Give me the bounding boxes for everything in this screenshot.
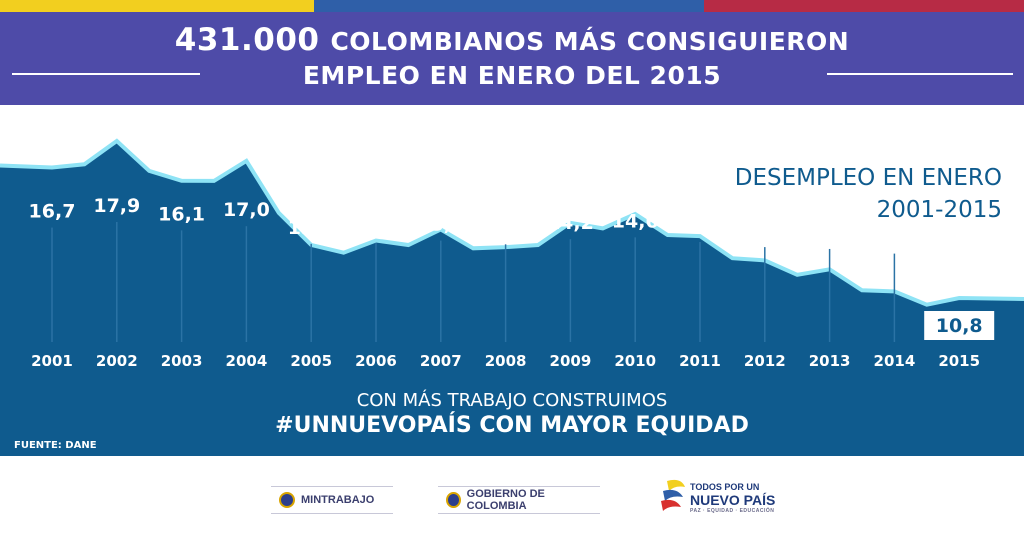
seal-icon	[279, 492, 295, 508]
drop-lines	[51, 222, 896, 342]
value-label-2009: 14,2	[547, 212, 594, 234]
year-labels: 2001 2002 2003 2004 2005 2006 2007 2008 2009 2010…	[31, 352, 980, 370]
header-rule-right	[827, 73, 1013, 75]
todos-por-un-nuevo-pais-logo-icon	[661, 479, 685, 511]
highlight-box-2015	[924, 311, 995, 340]
headline-text: COLOMBIANOS MÁS CONSIGUIERON	[330, 27, 850, 56]
value-label-2007: 13,9	[417, 214, 464, 236]
value-label-2014: 11,1	[871, 227, 918, 249]
value-label-2015: 10,8	[936, 315, 983, 337]
year-label-2008: 2008	[485, 352, 527, 370]
value-label-2002: 17,9	[93, 195, 140, 217]
strip-blue	[314, 0, 704, 12]
footer-line-1: CON MÁS TRABAJO CONSTRUIMOS	[356, 390, 668, 411]
year-label-2013: 2013	[809, 352, 851, 370]
value-label-2005: 13,2	[288, 217, 335, 239]
year-label-2007: 2007	[420, 352, 462, 370]
value-label-2008: 13,1	[482, 217, 529, 239]
footer-hashtag: #UNNUEVOPAÍS CON MAYOR EQUIDAD	[275, 413, 749, 438]
year-label-2009: 2009	[550, 352, 592, 370]
chart-subtitle: 2001-2015	[877, 197, 1002, 223]
gobierno-label: GOBIERNO DE COLOMBIA	[466, 488, 545, 512]
mintrabajo-logo: MINTRABAJO	[271, 486, 393, 514]
seal-icon	[446, 492, 461, 508]
unemployment-area	[0, 141, 1024, 378]
value-labels: 16,7 17,9 16,1 17,0 13,2 13,4 13,9 13,1 14,2 14,6…	[29, 195, 983, 337]
year-label-2015: 2015	[938, 352, 980, 370]
year-label-2004: 2004	[226, 352, 268, 370]
header-rule-left	[12, 73, 200, 75]
value-label-2006: 13,4	[353, 216, 400, 238]
value-label-2012: 12,5	[741, 220, 788, 242]
footer-band	[0, 378, 1024, 456]
year-label-2006: 2006	[355, 352, 397, 370]
year-label-2011: 2011	[679, 352, 721, 370]
year-label-2002: 2002	[96, 352, 138, 370]
chart-title: DESEMPLEO EN ENERO	[735, 165, 1002, 191]
flag-color-strip	[0, 0, 1024, 12]
value-label-2003: 16,1	[158, 203, 205, 225]
tpu-line-2: NUEVO PAÍS	[690, 492, 776, 508]
tpu-line-3: PAZ · EQUIDAD · EDUCACIÓN	[690, 508, 775, 514]
strip-yellow	[0, 0, 314, 12]
mintrabajo-label: MINTRABAJO	[301, 494, 375, 506]
tpu-logo-text: TODOS POR UN NUEVO PAÍS PAZ · EQUIDAD · …	[690, 482, 775, 514]
value-label-2004: 17,0	[223, 199, 270, 221]
value-label-2010: 14,6	[612, 210, 659, 232]
strip-red	[704, 0, 1024, 12]
tpu-line-1: TODOS POR UN	[690, 482, 760, 492]
year-label-2005: 2005	[290, 352, 332, 370]
year-label-2012: 2012	[744, 352, 786, 370]
headline-line-1: 431.000 COLOMBIANOS MÁS CONSIGUIERON	[0, 22, 1024, 58]
headline-line-2: EMPLEO EN ENERO DEL 2015	[302, 61, 722, 90]
year-label-2003: 2003	[161, 352, 203, 370]
unemployment-area-chart: 16,7 17,9 16,1 17,0 13,2 13,4 13,9 13,1 14,2 14,6…	[0, 138, 1024, 378]
year-label-2001: 2001	[31, 352, 73, 370]
gobierno-logo: GOBIERNO DE COLOMBIA	[438, 486, 600, 514]
headline-number: 431.000	[174, 22, 320, 58]
year-label-2010: 2010	[614, 352, 656, 370]
year-label-2014: 2014	[874, 352, 916, 370]
value-label-2013: 12,1	[806, 222, 853, 244]
header-banner	[0, 12, 1024, 105]
source-note: FUENTE: DANE	[14, 440, 97, 451]
value-label-2001: 16,7	[29, 201, 76, 223]
value-label-2011: 13,6	[677, 215, 724, 237]
